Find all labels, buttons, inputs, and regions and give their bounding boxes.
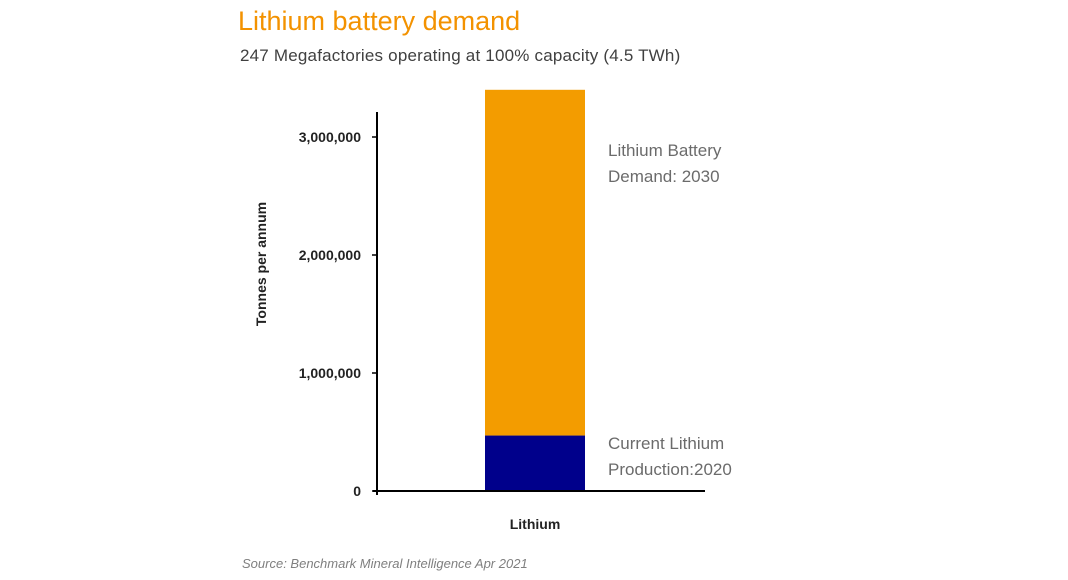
series-label-production-line-1: Current Lithium [608, 434, 724, 453]
y-tick-label-2: 2,000,000 [299, 247, 361, 263]
x-tick-label-0: Lithium [510, 516, 561, 532]
series-label-demand-line-2: Demand: 2030 [608, 167, 720, 186]
source-note: Source: Benchmark Mineral Intelligence A… [242, 556, 528, 571]
bar-segment-demand-2030 [485, 89, 585, 436]
y-tick-label-1: 1,000,000 [299, 365, 361, 381]
y-axis-label: Tonnes per annum [253, 202, 269, 326]
y-tick-label-0: 0 [353, 483, 361, 499]
y-tick-label-3: 3,000,000 [299, 129, 361, 145]
bars-group [485, 89, 585, 491]
series-label-production-line-2: Production:2020 [608, 460, 732, 479]
series-label-demand-line-1: Lithium Battery [608, 141, 722, 160]
chart-title: Lithium battery demand [238, 6, 521, 36]
axes-group [372, 112, 705, 495]
chart-subtitle: 247 Megafactories operating at 100% capa… [240, 46, 681, 65]
labels-group: Current Lithium Production:2020 Lithium Ba… [253, 129, 732, 532]
bar-segment-production-2020 [485, 435, 585, 491]
